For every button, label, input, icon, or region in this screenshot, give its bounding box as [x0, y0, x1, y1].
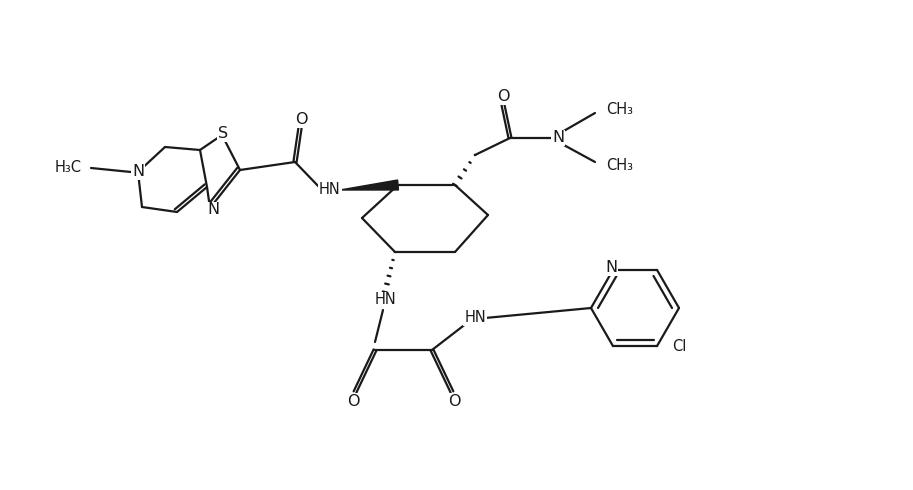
Text: N: N	[552, 130, 564, 146]
Text: CH₃: CH₃	[606, 157, 634, 172]
Text: H₃C: H₃C	[55, 161, 82, 175]
Text: HN: HN	[374, 293, 396, 308]
Text: O: O	[347, 393, 359, 409]
Text: CH₃: CH₃	[606, 102, 634, 118]
Text: N: N	[132, 165, 144, 179]
Polygon shape	[340, 180, 398, 190]
Text: O: O	[447, 393, 460, 409]
Text: O: O	[497, 90, 509, 104]
Text: HN: HN	[320, 182, 341, 197]
Text: O: O	[295, 113, 308, 127]
Text: HN: HN	[464, 311, 486, 325]
Text: N: N	[605, 260, 617, 275]
Text: Cl: Cl	[672, 339, 687, 354]
Text: S: S	[218, 126, 228, 142]
Text: N: N	[207, 202, 219, 218]
